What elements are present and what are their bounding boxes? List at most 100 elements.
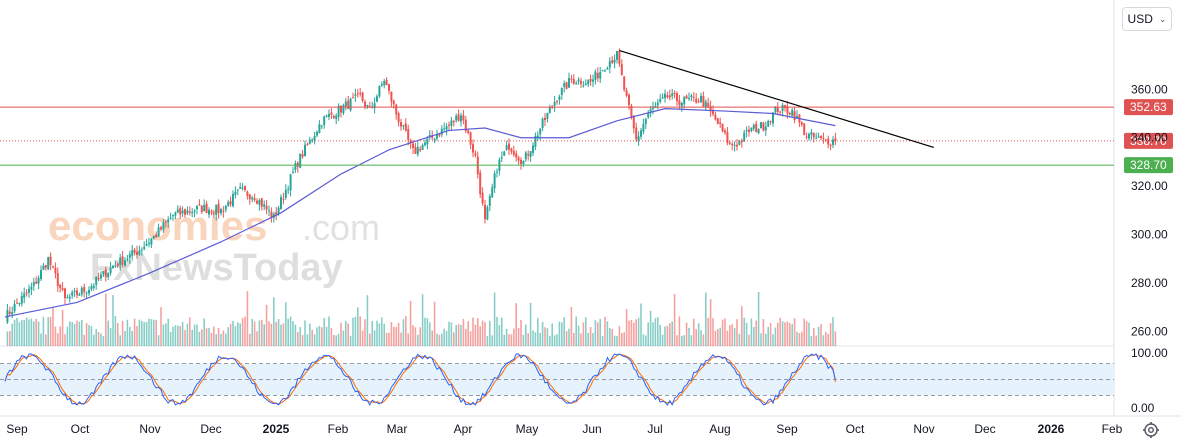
candle-body	[354, 94, 357, 97]
volume-bar	[489, 320, 491, 346]
volume-bar	[205, 328, 208, 346]
currency-selector-button[interactable]: USD ⌄	[1122, 7, 1172, 31]
candle-body	[78, 294, 81, 296]
volume-bar	[71, 321, 73, 346]
candle-body	[596, 73, 599, 79]
candle-body	[308, 139, 311, 144]
candle-body	[510, 148, 513, 152]
candle-body	[486, 207, 489, 220]
volume-bar	[407, 333, 409, 346]
candle-body	[541, 118, 544, 128]
candle-body	[390, 91, 393, 102]
candle-body	[440, 128, 443, 135]
candle-body	[220, 209, 222, 214]
volume-bar	[493, 292, 496, 346]
candle-body	[162, 222, 165, 230]
volume-bar	[479, 326, 481, 346]
volume-bar	[465, 328, 467, 346]
volume-bar	[822, 335, 825, 346]
candle-body	[707, 102, 710, 107]
candle-body	[630, 105, 633, 117]
volume-bar	[256, 331, 258, 346]
candle-body	[724, 130, 726, 133]
stochastic-tick-label: 100.00	[1131, 346, 1168, 360]
candle-body	[762, 122, 765, 131]
candle-body	[736, 144, 738, 147]
candle-body	[32, 282, 35, 286]
gear-icon[interactable]	[1142, 421, 1160, 439]
volume-bar	[599, 318, 601, 346]
volume-bar	[544, 327, 546, 346]
candle-body	[635, 127, 638, 140]
candle-body	[666, 95, 669, 98]
volume-bar	[57, 333, 59, 346]
time-axis-label: Oct	[846, 422, 865, 436]
volume-bar	[577, 325, 580, 346]
price-tick-label: 300.00	[1131, 228, 1168, 242]
candle-body	[488, 196, 491, 206]
volume-bar	[436, 333, 438, 346]
candle-body	[56, 273, 59, 287]
chevron-down-icon: ⌄	[1158, 13, 1167, 24]
volume-bar	[333, 334, 335, 346]
volume-bar	[721, 319, 724, 346]
candle-body	[481, 192, 484, 204]
candle-body	[268, 210, 270, 212]
candle-body	[265, 205, 268, 210]
currency-label: USD	[1127, 12, 1153, 26]
volume-bar	[21, 320, 23, 346]
candle-body	[642, 124, 645, 132]
candle-body	[676, 93, 678, 102]
candle-body	[589, 78, 592, 82]
volume-bar	[93, 334, 95, 346]
volume-bar	[726, 330, 729, 346]
candle-body	[793, 111, 796, 121]
candle-body	[652, 107, 654, 109]
volume-bar	[237, 322, 239, 346]
volume-bar	[635, 319, 637, 346]
candle-body	[205, 203, 208, 213]
volume-bar	[263, 324, 265, 346]
volume-bar	[141, 320, 143, 346]
candle-body	[808, 133, 810, 139]
candle-body	[256, 200, 258, 204]
candle-body	[404, 123, 407, 131]
candle-body	[522, 160, 525, 165]
volume-bar	[813, 327, 815, 346]
volume-bar	[426, 318, 429, 346]
volume-bar	[798, 333, 801, 346]
volume-bar	[801, 331, 803, 346]
volume-bar	[222, 330, 225, 346]
volume-bar	[486, 335, 489, 346]
volume-bar	[700, 330, 702, 346]
volume-bar	[724, 318, 726, 346]
volume-bar	[23, 319, 25, 346]
candle-body	[412, 143, 414, 148]
volume-bar	[412, 325, 414, 346]
candle-body	[611, 60, 614, 63]
volume-bar	[712, 318, 714, 346]
candle-body	[335, 115, 338, 120]
candle-body	[472, 144, 474, 153]
candle-body	[803, 123, 806, 136]
candle-body	[109, 267, 112, 273]
candle-body	[731, 143, 734, 146]
candle-body	[467, 130, 470, 134]
volume-bar	[347, 323, 349, 346]
candle-body	[788, 113, 791, 115]
candle-body	[263, 204, 266, 207]
candle-body	[817, 136, 820, 138]
candle-body	[121, 256, 124, 265]
candle-body	[282, 198, 285, 200]
watermark-sub: FxNewsToday	[90, 247, 343, 289]
volume-bar	[697, 323, 700, 346]
volume-bar	[779, 317, 781, 346]
volume-bar	[217, 327, 220, 346]
volume-series	[6, 291, 837, 346]
candle-body	[164, 221, 167, 223]
candle-body	[102, 270, 105, 275]
candle-body	[601, 70, 604, 72]
volume-bar	[366, 295, 369, 346]
candle-body	[73, 290, 76, 292]
